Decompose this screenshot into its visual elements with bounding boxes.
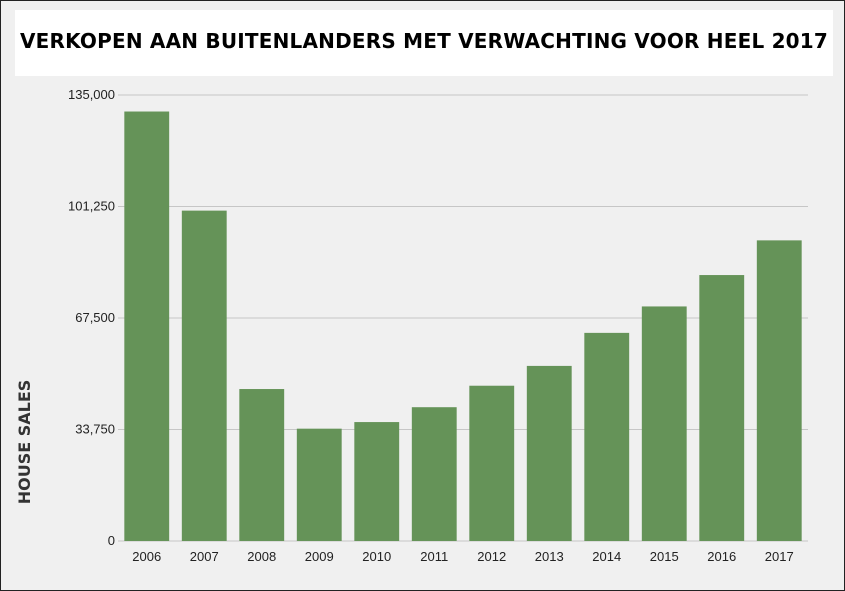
x-tick-label: 2015	[650, 549, 679, 564]
y-tick-label: 101,250	[68, 199, 115, 214]
bar-2008	[239, 389, 285, 541]
x-tick-label: 2010	[362, 549, 391, 564]
x-tick-label: 2014	[592, 549, 621, 564]
bar-2009	[296, 428, 342, 541]
x-tick-label: 2017	[765, 549, 794, 564]
x-tick-label: 2013	[535, 549, 564, 564]
bar-2017	[756, 240, 802, 541]
x-tick-label: 2007	[190, 549, 219, 564]
y-tick-label: 33,750	[75, 422, 115, 437]
x-tick-label: 2009	[305, 549, 334, 564]
bar-2010	[354, 422, 400, 541]
y-tick-labels: 0 33,750 67,500 101,250 135,000	[68, 87, 115, 548]
title-box: VERKOPEN AAN BUITENLANDERS MET VERWACHTI…	[15, 10, 833, 76]
bar-2013	[526, 365, 572, 541]
bar-2006	[124, 111, 170, 541]
bar-2011	[411, 407, 457, 541]
x-tick-labels: 2006 2007 2008 2009 2010 2011 2012 2013 2014 2015…	[132, 549, 793, 564]
x-tick-label: 2008	[247, 549, 276, 564]
y-tick-label: 0	[108, 533, 115, 548]
x-tick-label: 2012	[477, 549, 506, 564]
bars	[124, 111, 802, 541]
bar-2015	[641, 306, 687, 541]
x-tick-label: 2011	[420, 549, 448, 564]
x-tick-label: 2016	[707, 549, 736, 564]
bar-2016	[699, 275, 745, 541]
y-tick-label: 67,500	[75, 310, 115, 325]
bar-2014	[584, 332, 630, 541]
y-axis-label: HOUSE SALES	[15, 380, 34, 505]
x-tick-label: 2006	[132, 549, 161, 564]
gridlines	[118, 94, 808, 542]
bar-2012	[469, 385, 515, 541]
chart-title: VERKOPEN AAN BUITENLANDERS MET VERWACHTI…	[19, 29, 829, 53]
bar-2007	[181, 210, 227, 541]
y-tick-label: 135,000	[68, 87, 115, 102]
